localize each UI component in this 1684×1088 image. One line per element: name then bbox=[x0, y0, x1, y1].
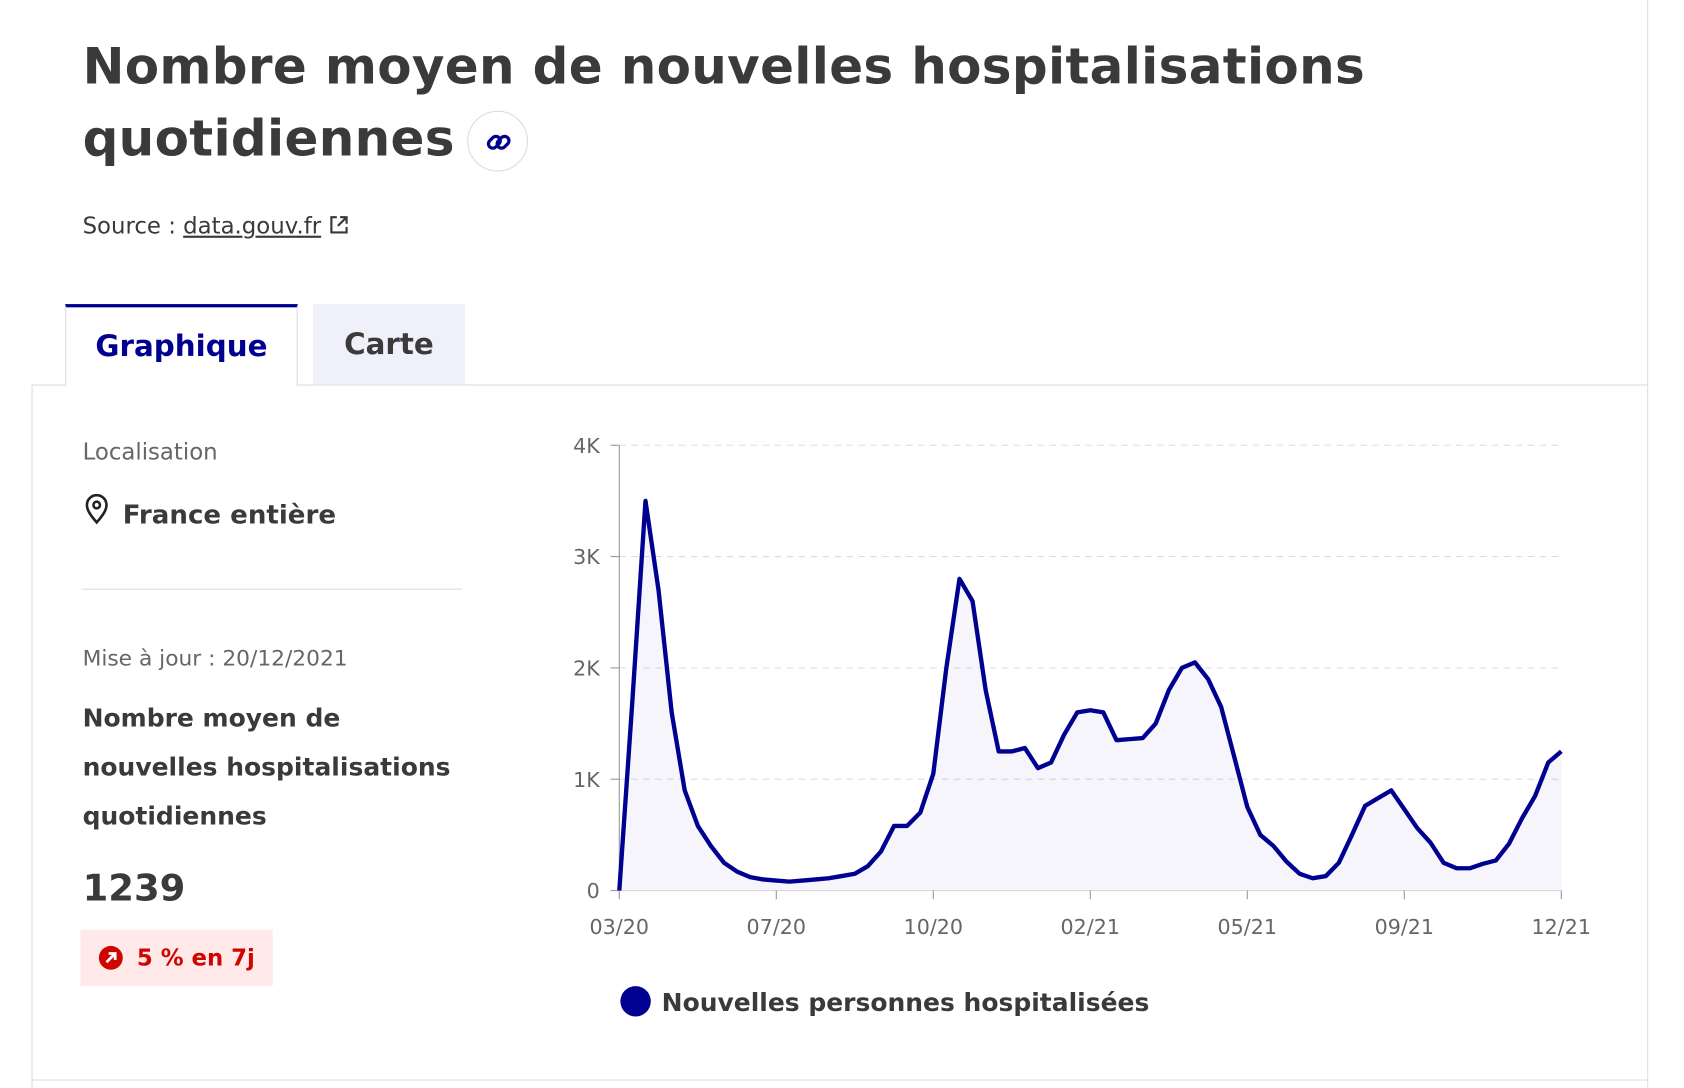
source-link[interactable]: data.gouv.fr bbox=[183, 212, 322, 239]
border bbox=[1647, 0, 1649, 1088]
source: Source : data.gouv.fr bbox=[83, 213, 351, 239]
y-tick-label: 3K bbox=[573, 545, 600, 569]
trend-text: 5 % en 7j bbox=[136, 944, 255, 971]
legend-label: Nouvelles personnes hospitalisées bbox=[662, 988, 1150, 1017]
link-icon bbox=[486, 134, 511, 150]
y-tick-label: 4K bbox=[573, 434, 600, 458]
source-label: Source : bbox=[82, 212, 176, 239]
line bbox=[617, 498, 1563, 891]
trend-icon bbox=[98, 945, 123, 970]
pin-icon bbox=[85, 493, 108, 525]
x-tick-label: 03/20 bbox=[590, 915, 649, 939]
external-icon bbox=[330, 216, 348, 234]
x-tick-label: 09/21 bbox=[1375, 915, 1434, 939]
title: Nombre moyen de nouvelles hospitalisatio… bbox=[83, 30, 1387, 173]
y-tick-label: 2K bbox=[573, 656, 600, 680]
border bbox=[31, 1079, 1649, 1081]
x-tick-label: 07/20 bbox=[747, 915, 806, 939]
x-tick-label: 10/20 bbox=[904, 915, 963, 939]
tab-divider bbox=[31, 384, 1649, 386]
x-tick-label: 02/21 bbox=[1061, 915, 1120, 939]
indicator-name: Nombre moyen de nouvelles hospitalisatio… bbox=[82, 704, 451, 831]
location: France entière bbox=[122, 499, 337, 530]
indicator-value: 1239 bbox=[82, 866, 186, 911]
border bbox=[31, 384, 33, 1088]
y-tick-label: 0 bbox=[587, 879, 600, 903]
tab-active[interactable]: Graphique bbox=[65, 304, 298, 387]
x-tick-label: 05/21 bbox=[1218, 915, 1277, 939]
tab[interactable]: Carte bbox=[312, 304, 466, 385]
title-text: Nombre moyen de nouvelles hospitalisatio… bbox=[82, 36, 1366, 168]
divider bbox=[81, 588, 462, 590]
copy-link-button[interactable] bbox=[467, 110, 529, 172]
legend-marker bbox=[620, 986, 651, 1017]
trend-badge: 5 % en 7j bbox=[80, 929, 273, 987]
y-tick-label: 1K bbox=[573, 768, 600, 792]
x-tick-label: 12/21 bbox=[1532, 915, 1591, 939]
updated: Mise à jour : 20/12/2021 bbox=[82, 645, 348, 672]
location-label: Localisation bbox=[82, 438, 218, 465]
